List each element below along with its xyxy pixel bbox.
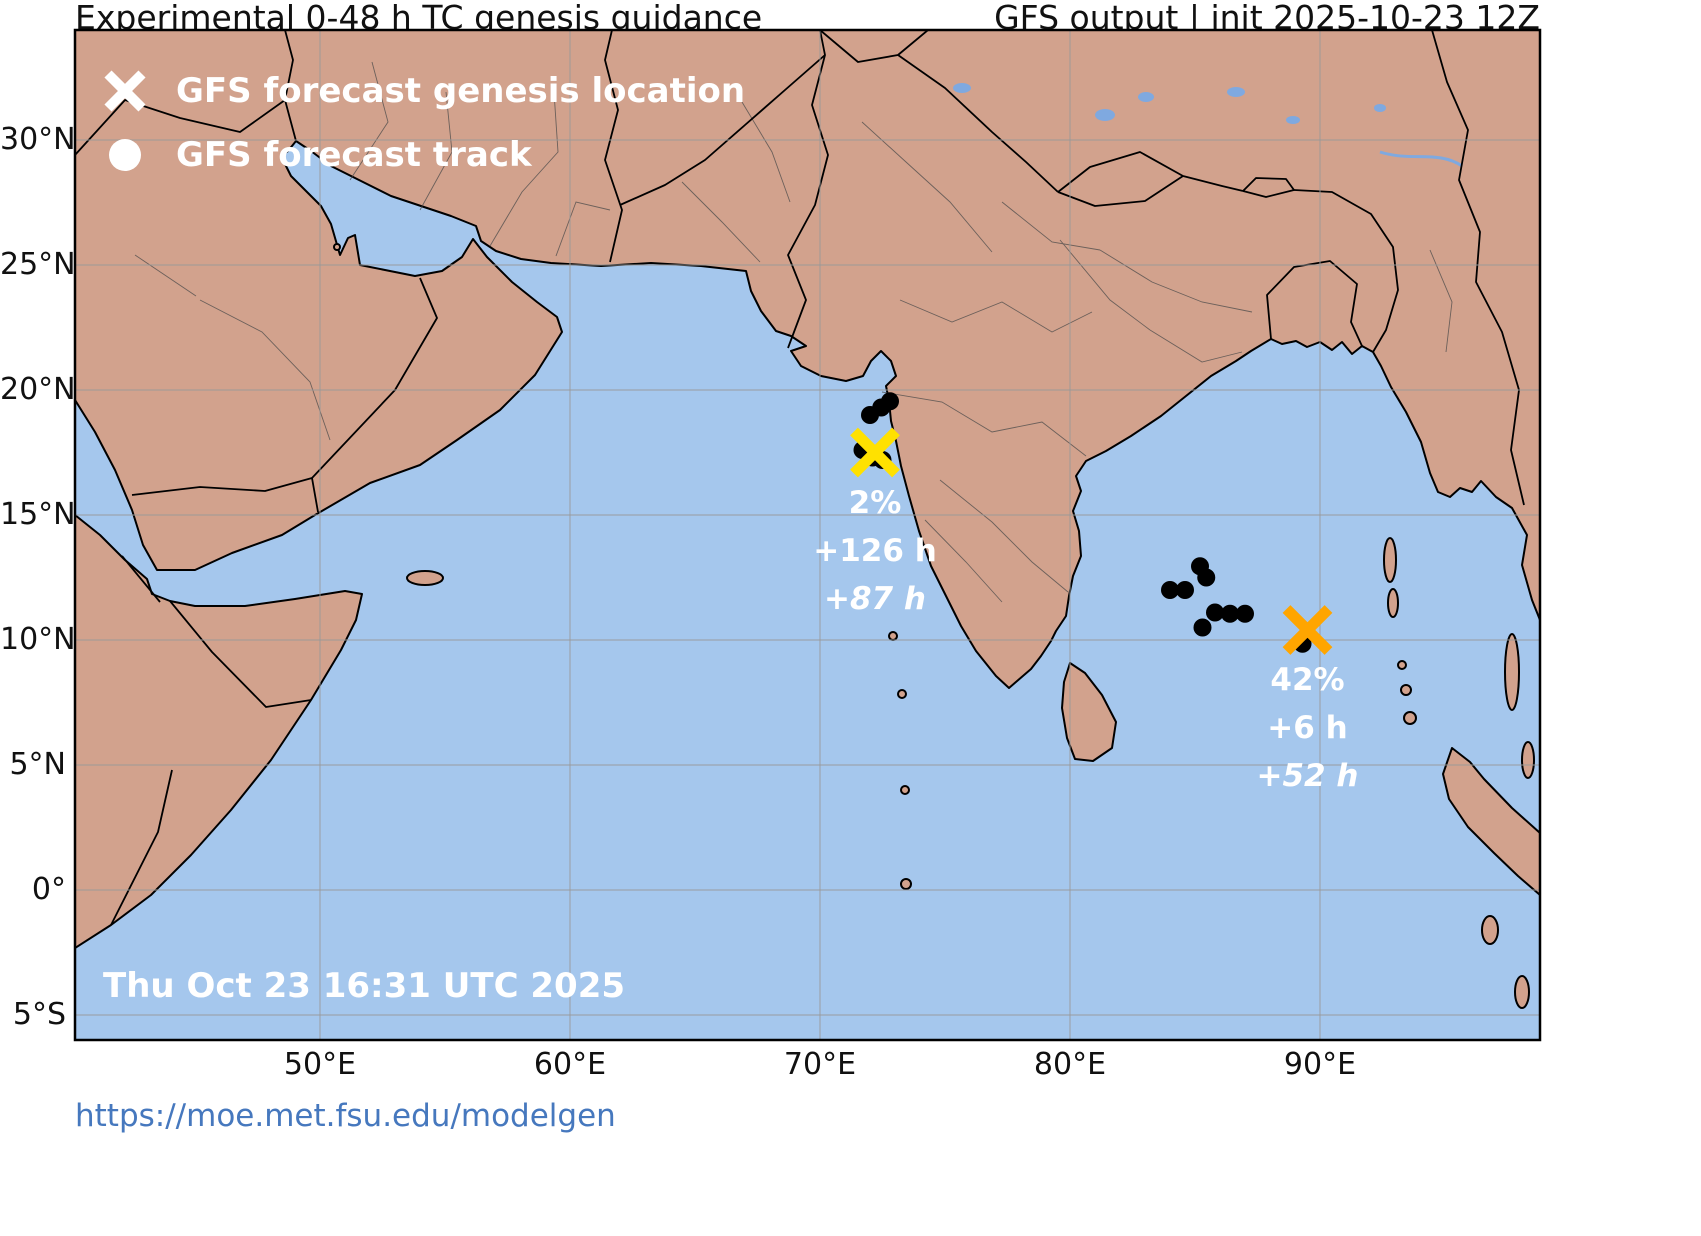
legend-label-track: GFS forecast track	[176, 135, 532, 175]
legend-label-genesis: GFS forecast genesis location	[176, 71, 746, 111]
lake-tibet-4	[1286, 116, 1300, 124]
genesis-label-line: +52 h	[1256, 758, 1359, 794]
lon-tick-label: 60°E	[533, 1047, 607, 1082]
lat-tick-label: 30°N	[0, 122, 76, 157]
track-dot	[1197, 568, 1216, 587]
land-africa-horn	[75, 514, 363, 949]
island-andaman-south	[1387, 588, 1399, 618]
island-nicobar-1	[1397, 660, 1407, 670]
track-dot	[1236, 604, 1254, 623]
map-frame	[73, 28, 1542, 1042]
river-brahmaputra	[1379, 150, 1463, 168]
island-offshore-sumatra	[1514, 975, 1530, 1009]
lat-tick-label: 10°N	[0, 622, 76, 657]
lat-tick-label: 15°N	[0, 497, 76, 532]
lake-tibet-6	[1374, 104, 1386, 112]
track-dot	[1206, 603, 1224, 622]
track-dot	[1193, 618, 1212, 637]
lat-tick-label: 20°N	[0, 372, 76, 407]
island-lakshadweep	[888, 631, 898, 641]
island-socotra	[406, 570, 444, 586]
track-dot	[1161, 581, 1179, 599]
genesis-label-line: +6 h	[1267, 710, 1348, 746]
island-sumatra	[1442, 747, 1540, 896]
island-nias	[1481, 915, 1499, 945]
island-maldives-2	[900, 785, 910, 795]
lon-tick-label: 90°E	[1283, 1047, 1357, 1082]
genesis-label-line: 42%	[1270, 662, 1345, 698]
lon-tick-label: 50°E	[283, 1047, 357, 1082]
legend-item-genesis-location: GFS forecast genesis location	[100, 66, 745, 116]
lake-tibet-2	[1138, 92, 1154, 102]
genesis-label-line: +87 h	[824, 580, 926, 617]
island-mergui	[1504, 633, 1520, 711]
lon-tick-label: 80°E	[1033, 1047, 1107, 1082]
genesis-label-line: +126 h	[813, 532, 937, 569]
lake-tibet-3	[1227, 87, 1245, 97]
lon-tick-label: 70°E	[783, 1047, 857, 1082]
track-dot-icon	[109, 139, 141, 171]
island-andaman-north	[1383, 537, 1397, 583]
x-genesis-icon	[104, 70, 146, 112]
source-url-link[interactable]: https://moe.met.fsu.edu/modelgen	[75, 1098, 616, 1134]
country-borders-layer	[75, 30, 1525, 926]
island-bahrain	[333, 243, 341, 251]
track-dot	[1176, 581, 1194, 599]
island-maldives-1	[897, 689, 907, 699]
lake-tibet-1	[1095, 109, 1115, 121]
island-thai-coast	[1521, 741, 1535, 779]
bay-of-bengal-genesis-labels: 42% +6 h +52 h	[1168, 656, 1448, 800]
lat-tick-label: 5°N	[9, 747, 66, 782]
land-asia-arabia-india	[75, 30, 1540, 689]
land-layer	[75, 30, 1540, 1009]
arabian-sea-genesis-labels: 2% +126 h +87 h	[735, 479, 1015, 623]
genesis-x-marker	[850, 427, 900, 478]
genesis-markers-layer	[850, 427, 1333, 655]
lat-tick-label: 5°S	[12, 997, 66, 1032]
legend-item-forecast-track: GFS forecast track	[100, 130, 532, 180]
lakes-layer	[953, 83, 1463, 168]
island-maldives-3	[900, 878, 912, 890]
genesis-x-marker	[1282, 605, 1333, 655]
island-nicobar-3	[1403, 711, 1417, 725]
island-nicobar-2	[1400, 684, 1412, 696]
track-dot	[881, 392, 899, 411]
island-sri-lanka	[1061, 662, 1117, 762]
lake-tibet-5	[953, 83, 971, 93]
lat-tick-label: 0°	[31, 872, 66, 907]
graticule-layer	[75, 30, 1540, 1040]
genesis-label-line: 2%	[848, 484, 902, 521]
track-dot	[1221, 604, 1239, 623]
lat-tick-label: 25°N	[0, 247, 76, 282]
state-borders-layer	[134, 61, 1453, 603]
map-timestamp: Thu Oct 23 16:31 UTC 2025	[103, 966, 626, 1006]
